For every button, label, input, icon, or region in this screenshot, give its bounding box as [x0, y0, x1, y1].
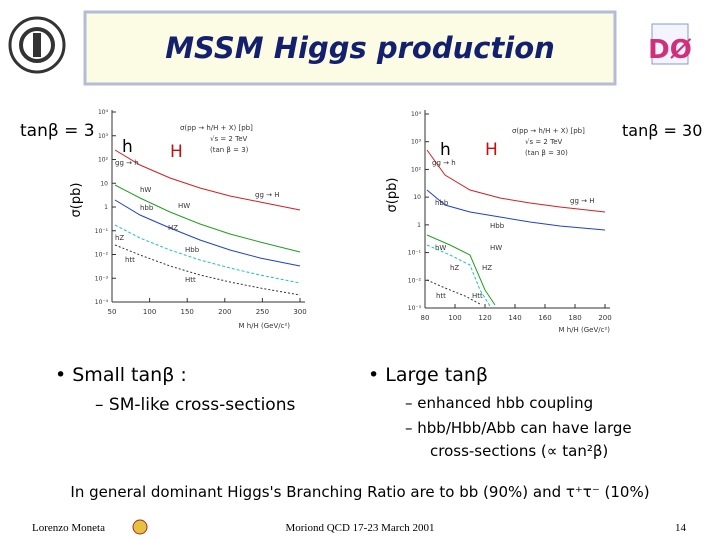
curve-label: hbb	[140, 204, 154, 212]
x-tick-label: 160	[538, 314, 551, 322]
higgs-label: H	[170, 142, 183, 162]
curve	[426, 244, 491, 307]
y-label: σ(pb)	[69, 183, 84, 218]
curve-label: HW	[178, 202, 190, 210]
x-tick-label: 100	[448, 314, 461, 322]
curve	[114, 199, 301, 267]
y-tick-label: 10⁻²	[408, 277, 422, 284]
bullet: • Large tanβ	[368, 364, 488, 386]
curve-label: hbb	[435, 199, 449, 207]
curve-label: gg → H	[570, 197, 594, 205]
right-plot: tanβ = 30 σ(pb) M h/H (GeV/c²) σ(pp → h/…	[385, 105, 702, 334]
curve-label: Hbb	[185, 246, 200, 254]
left-plot: tanβ = 3 σ(pb) M h/H (GeV/c²) σ(pp → h/H…	[20, 105, 315, 330]
legend: (tan β = 30)	[525, 149, 568, 157]
conference: Moriond QCD 17-23 March 2001	[285, 522, 434, 534]
y-tick-label: 1	[104, 204, 108, 211]
y-tick-label: 10⁻³	[408, 305, 422, 312]
curve-label: htt	[125, 256, 135, 264]
legend: √s = 2 TeV	[210, 135, 247, 143]
header-box	[83, 10, 617, 86]
y-tick-label: 10	[100, 180, 108, 187]
curve-label: hZ	[450, 264, 459, 272]
sub-bullet: – enhanced hbb coupling	[405, 394, 593, 412]
curve-label: hZ	[115, 234, 124, 242]
legend: σ(pp → h/H + X) [pb]	[180, 124, 253, 132]
x-tick-label: 250	[256, 308, 269, 316]
legend: (tan β = 3)	[210, 146, 249, 154]
page-number: 14	[675, 522, 687, 534]
title: MSSM Higgs production	[165, 31, 555, 65]
x-tick-label: 200	[218, 308, 231, 316]
author: Lorenzo Moneta	[32, 522, 105, 534]
y-tick-label: 1	[417, 222, 421, 229]
x-tick-label: 100	[143, 308, 156, 316]
sub-bullet: – SM-like cross-sections	[95, 395, 295, 415]
fermilab-logo	[8, 16, 66, 74]
curve-label: HZ	[168, 224, 178, 232]
y-tick-label: 10⁻²	[95, 252, 109, 259]
higgs-label: H	[485, 140, 498, 160]
curve	[114, 184, 301, 253]
y-tick-label: 10⁴	[98, 109, 109, 116]
y-tick-label: 10⁻³	[95, 275, 109, 282]
curve-label: gg → h	[432, 159, 456, 167]
curve-label: Hbb	[490, 222, 505, 230]
svg-text:DØ: DØ	[648, 35, 692, 65]
x-tick-label: 140	[508, 314, 521, 322]
curve-label: hW	[140, 186, 151, 194]
x-tick-label: 180	[568, 314, 581, 322]
legend: √s = 2 TeV	[525, 138, 562, 146]
curve	[426, 149, 606, 213]
higgs-label: h	[122, 137, 133, 157]
x-tick-label: 50	[108, 308, 117, 316]
y-tick-label: 10⁴	[411, 111, 422, 118]
y-label: σ(pb)	[385, 178, 400, 213]
y-tick-label: 10²	[411, 166, 422, 173]
higgs-label: h	[440, 140, 451, 160]
x-tick-label: 120	[478, 314, 491, 322]
footer-logo	[132, 519, 148, 535]
y-tick-label: 10⁻⁴	[95, 299, 109, 306]
curve	[426, 279, 481, 305]
x-tick-label: 300	[293, 308, 306, 316]
tan-beta: tanβ = 3	[20, 121, 95, 141]
x-tick-label: 80	[421, 314, 430, 322]
curve	[426, 189, 606, 231]
curve-label: HW	[490, 244, 502, 252]
d0-logo: DØ	[648, 23, 692, 65]
tan-beta: tanβ = 30	[622, 121, 702, 140]
y-tick-label: 10⁻¹	[408, 250, 422, 257]
curve-label: HZ	[482, 264, 492, 272]
legend: σ(pp → h/H + X) [pb]	[512, 127, 585, 135]
y-tick-label: 10	[413, 194, 421, 201]
sub-bullet: cross-sections (∝ tan²β)	[430, 442, 608, 460]
y-tick-label: 10²	[98, 157, 109, 164]
x-tick-label: 200	[598, 314, 611, 322]
y-tick-label: 10³	[411, 139, 422, 146]
summary: In general dominant Higgs's Branching Ra…	[70, 483, 649, 501]
curve-label: Htt	[472, 292, 483, 300]
curve-label: Htt	[185, 276, 196, 284]
sub-bullet: – hbb/Hbb/Abb can have large	[405, 419, 632, 437]
y-tick-label: 10⁻¹	[95, 228, 109, 235]
curve	[426, 234, 496, 306]
curve	[114, 149, 301, 211]
curve-label: gg → h	[115, 159, 139, 167]
bullet: • Small tanβ :	[55, 364, 187, 386]
x-label: M h/H (GeV/c²)	[238, 322, 290, 330]
x-tick-label: 150	[181, 308, 194, 316]
curve-label: gg → H	[255, 191, 279, 199]
curve	[114, 224, 301, 284]
y-tick-label: 10³	[98, 133, 109, 140]
curve-label: hW	[435, 244, 446, 252]
curve-label: htt	[436, 292, 446, 300]
x-label: M h/H (GeV/c²)	[558, 326, 610, 334]
